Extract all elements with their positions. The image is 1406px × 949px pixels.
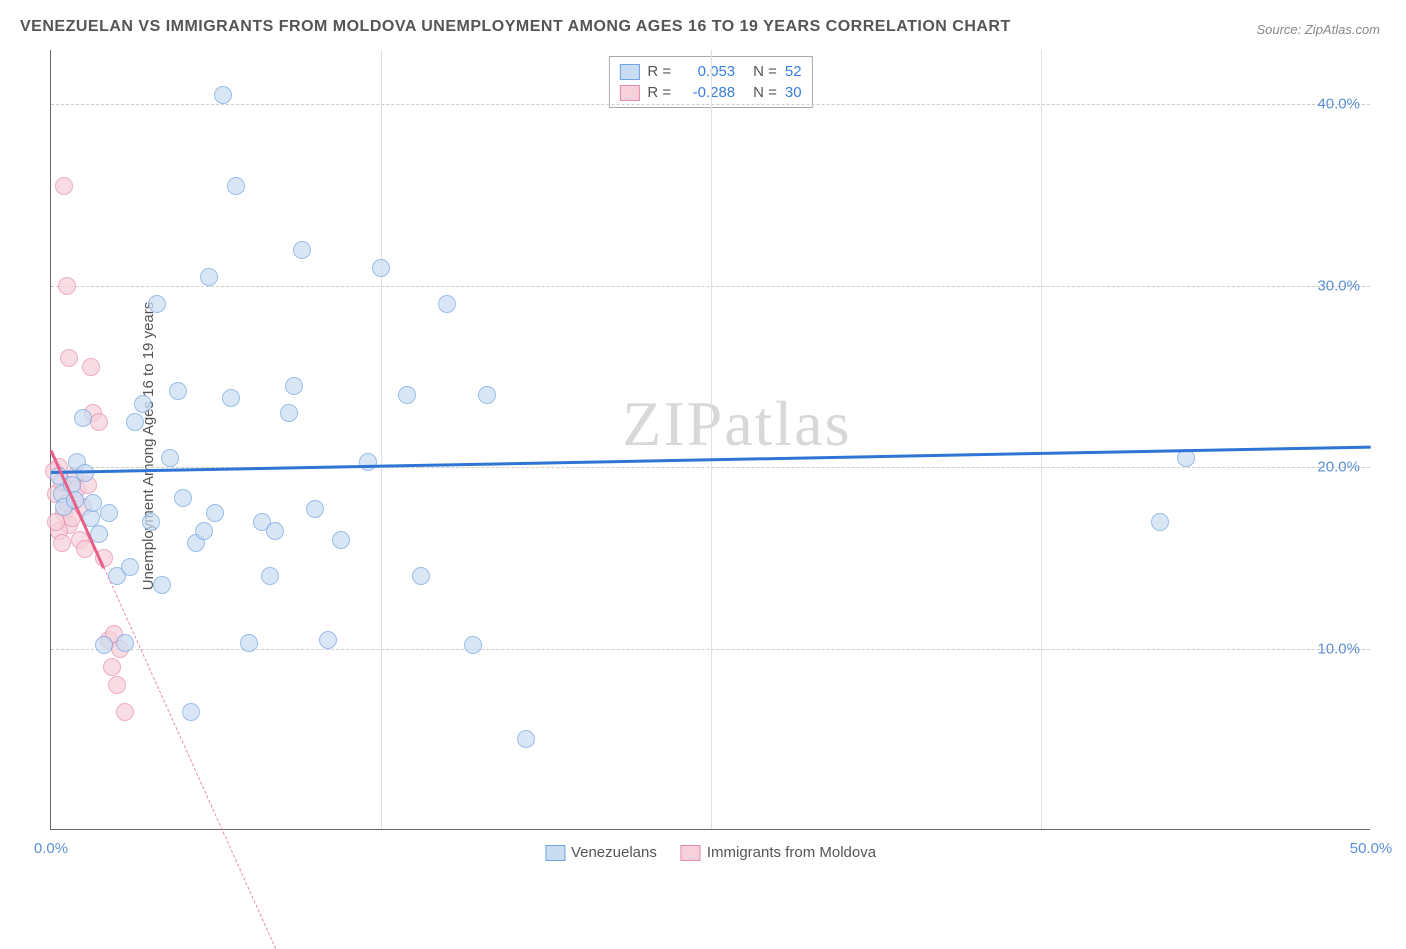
legend-item: Venezuelans — [545, 844, 657, 861]
gridline-v — [711, 50, 712, 829]
legend-swatch — [681, 845, 701, 861]
legend-r-value: -0.288 — [679, 84, 735, 101]
data-point — [161, 449, 179, 467]
legend-series-label: Venezuelans — [571, 844, 657, 861]
legend-swatch — [619, 85, 639, 101]
chart-area: ZIPatlas R =0.053N =52R =-0.288N =30 Ven… — [50, 50, 1370, 830]
data-point — [332, 531, 350, 549]
data-point — [214, 86, 232, 104]
data-point — [142, 513, 160, 531]
legend-item: Immigrants from Moldova — [681, 844, 876, 861]
legend-swatch — [619, 64, 639, 80]
data-point — [240, 634, 258, 652]
data-point — [464, 636, 482, 654]
data-point — [412, 567, 430, 585]
data-point — [280, 404, 298, 422]
data-point — [55, 177, 73, 195]
y-tick-label: 40.0% — [1317, 96, 1360, 113]
data-point — [372, 259, 390, 277]
data-point — [148, 295, 166, 313]
legend-n-value: 30 — [785, 84, 802, 101]
data-point — [95, 636, 113, 654]
data-point — [398, 386, 416, 404]
data-point — [153, 576, 171, 594]
legend-series: Venezuelans Immigrants from Moldova — [545, 844, 876, 861]
chart-title: VENEZUELAN VS IMMIGRANTS FROM MOLDOVA UN… — [20, 18, 1011, 36]
y-tick-label: 20.0% — [1317, 459, 1360, 476]
data-point — [116, 703, 134, 721]
data-point — [206, 504, 224, 522]
x-tick-label: 0.0% — [34, 840, 68, 857]
legend-n-label: N = — [753, 84, 777, 101]
legend-n-value: 52 — [785, 63, 802, 80]
y-tick-label: 30.0% — [1317, 277, 1360, 294]
gridline-v — [1041, 50, 1042, 829]
data-point — [174, 489, 192, 507]
data-point — [1151, 513, 1169, 531]
legend-series-label: Immigrants from Moldova — [707, 844, 876, 861]
data-point — [103, 658, 121, 676]
data-point — [195, 522, 213, 540]
data-point — [293, 241, 311, 259]
data-point — [438, 295, 456, 313]
data-point — [74, 409, 92, 427]
data-point — [169, 382, 187, 400]
legend-swatch — [545, 845, 565, 861]
data-point — [100, 504, 118, 522]
data-point — [58, 277, 76, 295]
data-point — [108, 676, 126, 694]
data-point — [285, 377, 303, 395]
data-point — [266, 522, 284, 540]
data-point — [126, 413, 144, 431]
x-tick-label: 50.0% — [1350, 840, 1393, 857]
y-tick-label: 10.0% — [1317, 640, 1360, 657]
legend-r-value: 0.053 — [679, 63, 735, 80]
data-point — [90, 413, 108, 431]
data-point — [116, 634, 134, 652]
legend-r-label: R = — [647, 84, 671, 101]
data-point — [182, 703, 200, 721]
legend-r-label: R = — [647, 63, 671, 80]
data-point — [517, 730, 535, 748]
data-point — [306, 500, 324, 518]
data-point — [261, 567, 279, 585]
data-point — [60, 349, 78, 367]
data-point — [121, 558, 139, 576]
data-point — [359, 453, 377, 471]
data-point — [222, 389, 240, 407]
data-point — [134, 395, 152, 413]
source-label: Source: ZipAtlas.com — [1256, 22, 1380, 37]
data-point — [227, 177, 245, 195]
data-point — [82, 358, 100, 376]
legend-n-label: N = — [753, 63, 777, 80]
data-point — [319, 631, 337, 649]
data-point — [53, 534, 71, 552]
data-point — [200, 268, 218, 286]
trend-line — [103, 567, 276, 948]
data-point — [478, 386, 496, 404]
watermark: ZIPatlas — [622, 387, 851, 461]
gridline-v — [381, 50, 382, 829]
